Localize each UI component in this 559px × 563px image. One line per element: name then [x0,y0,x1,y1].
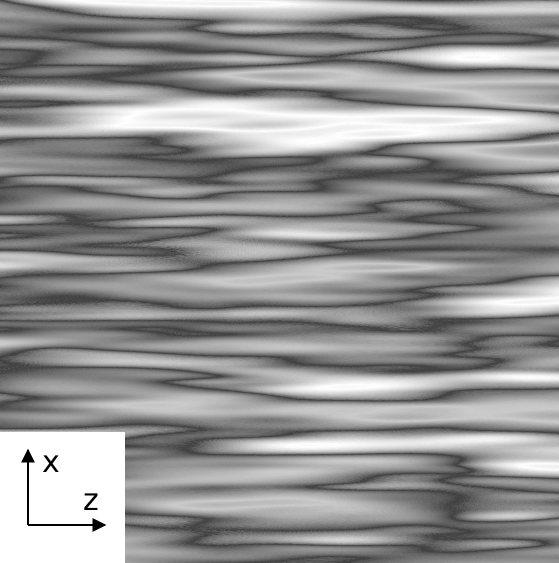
z-label: z [83,483,99,518]
x-label: x [42,445,60,480]
axis-inset [0,432,125,563]
